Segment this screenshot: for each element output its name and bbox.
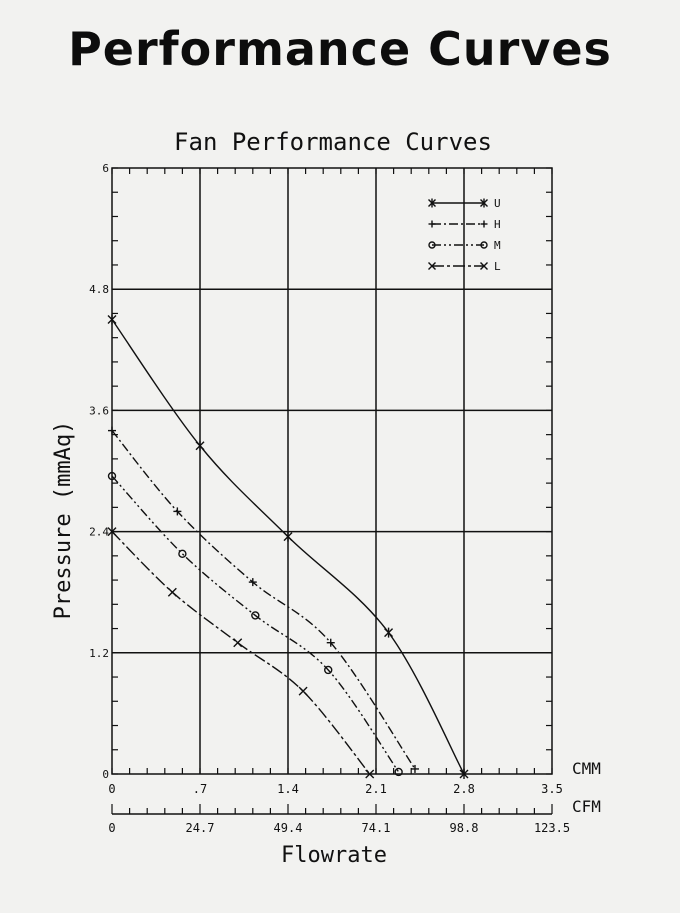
cfm-tick-label: 123.5 <box>534 821 570 835</box>
cfm-unit-label: CFM <box>572 797 601 816</box>
marker-stroke <box>428 262 436 270</box>
plot-frame <box>111 167 553 775</box>
y-tick-label: 4.8 <box>89 283 109 296</box>
y-tick-label: 1.2 <box>89 647 109 660</box>
marker-circle <box>480 241 488 249</box>
tick-labels: 0 .7 1.4 2.1 2.8 3.5 0 1.2 2.4 3.6 4.8 6 <box>89 162 563 796</box>
cfm-tick-label: 24.7 <box>186 821 215 835</box>
legend-entry-m: M <box>428 239 501 252</box>
legend-label: H <box>494 218 501 231</box>
y-tick-label: 3.6 <box>89 404 109 417</box>
x-tick-label: 2.8 <box>453 782 475 796</box>
chart-title: Fan Performance Curves <box>174 128 492 156</box>
x-tick-label: 2.1 <box>365 782 387 796</box>
grid <box>112 168 552 774</box>
x-tick-label: .7 <box>193 782 207 796</box>
x-tick-label: 3.5 <box>541 782 563 796</box>
x-axis-label: Flowrate <box>281 843 387 868</box>
legend-entry-h: H <box>428 218 501 231</box>
marker-stroke <box>107 527 117 537</box>
marker-circle <box>394 767 403 777</box>
series-line-h <box>111 430 416 770</box>
marker-stroke <box>480 262 488 270</box>
marker-circle <box>324 665 333 675</box>
y-axis-label: Pressure (mmAq) <box>51 421 76 620</box>
series-u <box>107 314 469 779</box>
cfm-tick-label: 49.4 <box>274 821 303 835</box>
x-tick-label: 0 <box>108 782 115 796</box>
marker-stroke <box>167 587 177 597</box>
page-title: Performance Curves <box>68 22 612 76</box>
marker-circle <box>428 241 436 249</box>
cfm-tick-label: 0 <box>108 821 115 835</box>
x-tick-label: 1.4 <box>277 782 299 796</box>
marker-stroke <box>233 638 243 648</box>
y-tick-label: 2.4 <box>89 526 109 539</box>
marker-circle <box>251 611 260 620</box>
cmm-unit-label: CMM <box>572 759 601 778</box>
marker-circle <box>178 549 187 559</box>
marker-circle <box>107 471 117 481</box>
legend-entry-u: U <box>428 197 501 210</box>
cfm-tick-label: 98.8 <box>450 821 479 835</box>
series-h <box>108 426 419 773</box>
series-m <box>107 471 403 777</box>
cfm-axis: 0 24.7 49.4 74.1 98.8 123.5 <box>108 804 570 835</box>
series-l <box>107 527 375 779</box>
y-tick-label: 6 <box>102 162 109 175</box>
axis-ticks <box>111 167 553 775</box>
legend-entry-l: L <box>428 260 501 273</box>
cfm-tick-label: 74.1 <box>362 821 391 835</box>
series <box>107 314 469 779</box>
marker-stroke <box>298 686 308 696</box>
series-line-m <box>111 475 400 773</box>
legend-label: M <box>494 239 501 252</box>
legend-label: U <box>494 197 501 210</box>
marker-stroke <box>365 769 375 779</box>
y-tick-label: 0 <box>102 768 109 781</box>
legend-label: L <box>494 260 501 273</box>
